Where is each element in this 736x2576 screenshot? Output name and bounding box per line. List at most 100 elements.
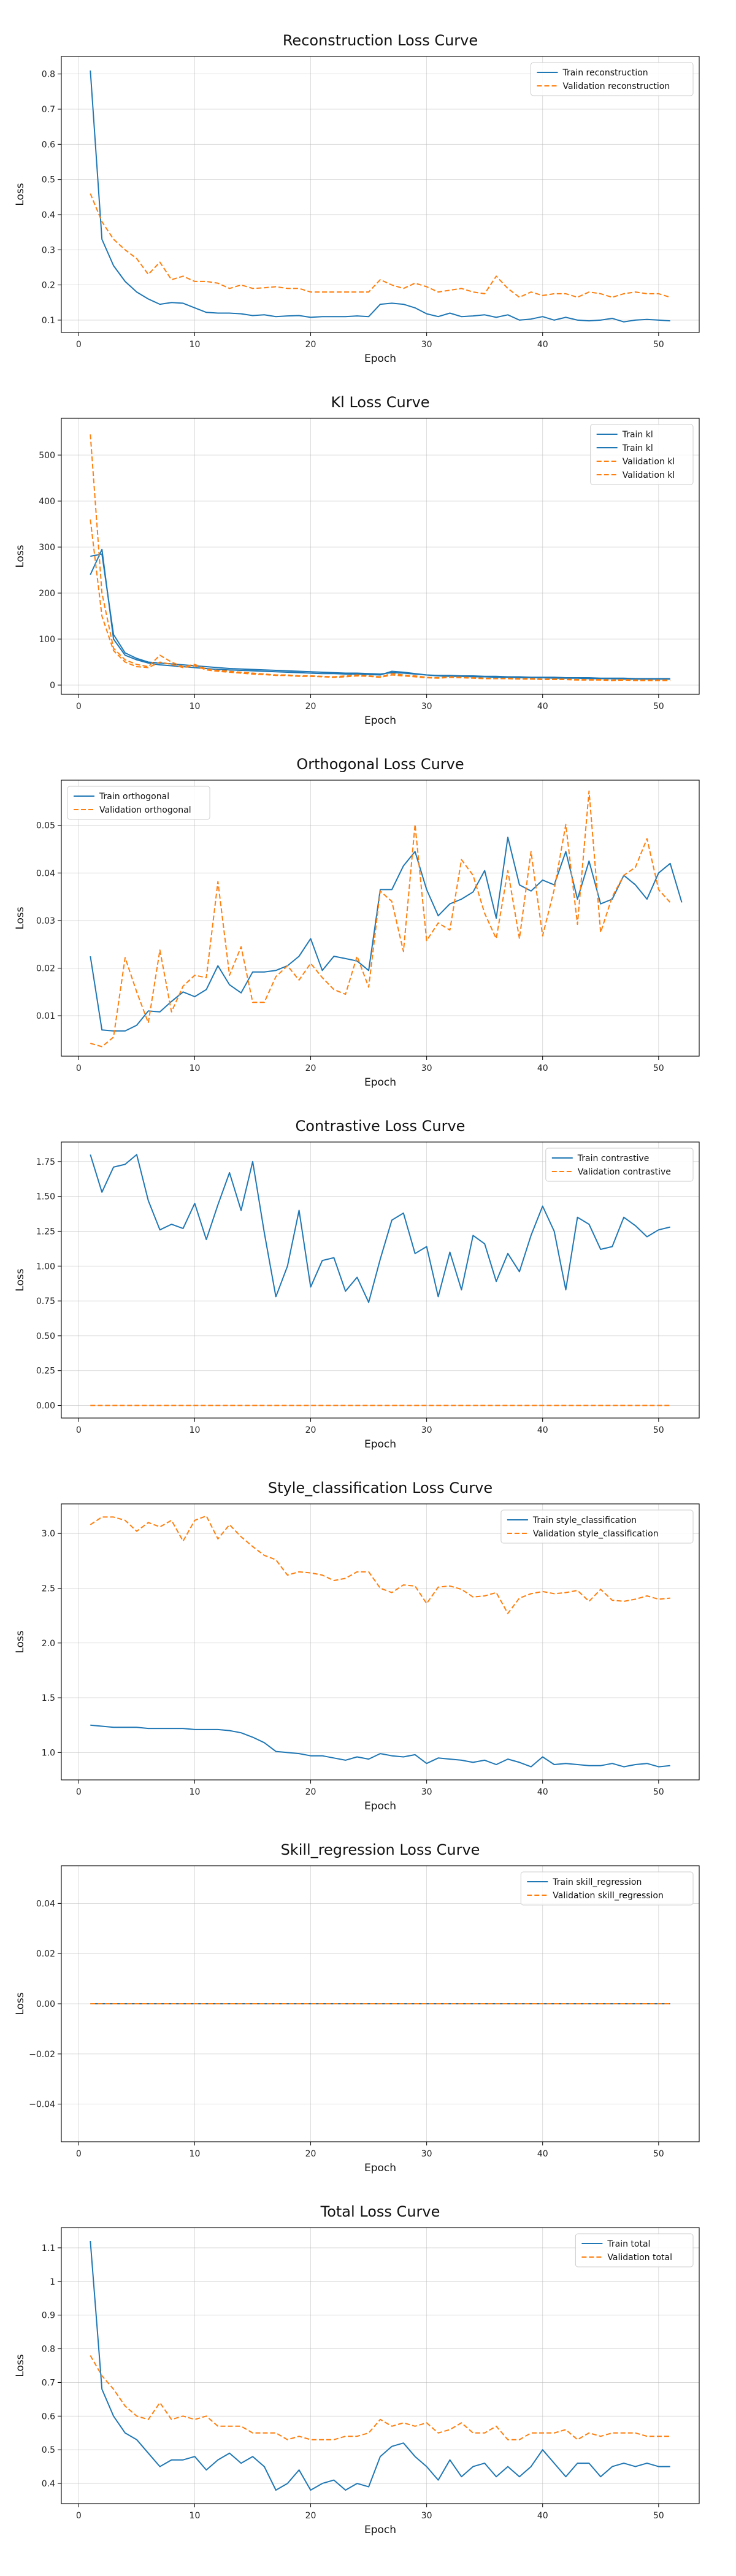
x-tick-label: 20 [305,1425,316,1435]
y-tick-label: 0.02 [36,1949,55,1959]
x-tick-label: 40 [537,1425,548,1435]
y-tick-label: 0.03 [36,916,55,926]
x-tick-label: 50 [653,1787,664,1797]
chart-title: Total Loss Curve [320,2203,440,2220]
x-tick-label: 0 [76,1064,82,1073]
y-tick-label: 0.2 [42,281,55,291]
chart-title: Kl Loss Curve [331,394,429,411]
legend-label: Train kl [622,430,653,440]
y-tick-label: 0.5 [42,2445,55,2455]
x-tick-label: 30 [421,1425,432,1435]
y-tick-label: 0.01 [36,1011,55,1021]
x-tick-label: 40 [537,340,548,350]
legend: Train style_classification Validation sty… [500,1509,694,1544]
chart-title: Contrastive Loss Curve [296,1117,466,1135]
y-tick-label: 0.04 [36,1899,55,1909]
legend-label: Train reconstruction [562,68,648,78]
series-line [90,790,671,1048]
plot-frame [61,2227,700,2504]
y-tick-label: 100 [39,635,55,645]
y-tick-label: 0.8 [42,70,55,80]
y-tick-label: 0.04 [36,868,55,878]
y-tick-label: 1 [50,2277,55,2287]
y-tick-label: 0 [50,681,55,691]
y-tick-label: 0.3 [42,245,55,255]
legend-box [500,1509,694,1544]
legend-label: Train total [607,2239,650,2249]
legend-label: Train skill_regression [552,1877,642,1887]
y-tick-label: 0.8 [42,2345,55,2355]
y-tick-label: 2.0 [42,1639,55,1649]
y-axis-label: Loss [14,1992,26,2015]
x-axis-label: Epoch [364,1800,396,1812]
legend-label: Validation orthogonal [99,805,191,815]
x-tick-label: 40 [537,2511,548,2521]
x-tick-label: 30 [421,2511,432,2521]
legend: Train reconstruction Validation reconstru… [531,62,694,96]
y-tick-label: −0.02 [29,2050,55,2060]
legend-box [531,62,694,96]
legend-box [575,2233,694,2267]
x-tick-label: 20 [305,2511,316,2521]
y-axis-label: Loss [14,183,26,205]
x-tick-label: 0 [76,340,82,350]
legend-label: Validation contrastive [578,1167,671,1177]
chart-title: Reconstruction Loss Curve [283,32,478,49]
x-tick-label: 40 [537,1064,548,1073]
y-tick-label: 0.1 [42,316,55,326]
y-tick-label: 0.4 [42,210,55,220]
x-tick-label: 0 [76,2149,82,2159]
legend-box [545,1148,694,1182]
legend-label: Validation reconstruction [563,82,670,91]
x-axis-label: Epoch [364,1438,396,1451]
x-tick-label: 30 [421,2149,432,2159]
series-line [90,434,670,681]
x-tick-label: 30 [421,702,432,711]
x-tick-label: 50 [653,1425,664,1435]
series-line [90,548,670,680]
legend-label: Validation total [607,2253,672,2263]
x-tick-label: 10 [190,1787,201,1797]
y-tick-label: 0.7 [42,2378,55,2388]
x-tick-label: 20 [305,1064,316,1073]
y-tick-label: 1.00 [36,1262,55,1271]
legend-box [520,1871,694,1906]
chart-title: Skill_regression Loss Curve [281,1841,480,1858]
y-tick-label: 0.5 [42,175,55,185]
y-tick-label: 2.5 [42,1584,55,1594]
series-line [90,193,670,298]
y-axis-label: Loss [14,2354,26,2377]
y-tick-label: 0.4 [42,2479,55,2489]
series-line [90,553,670,680]
chart-panel: Reconstruction Loss Curve 0 10 20 30 40 50 0.1 0… [14,32,700,365]
y-tick-label: 0.25 [36,1367,55,1376]
y-tick-label: 0.50 [36,1332,55,1341]
chart-panel: Total Loss Curve 0 10 20 30 40 50 0.4 0.5 0.6 0.7 0… [14,2203,700,2536]
chart-panel: Orthogonal Loss Curve 0 10 20 30 40 50 0.01 0.02… [14,756,700,1089]
x-tick-label: 10 [190,340,201,350]
x-tick-label: 10 [190,702,201,711]
y-tick-label: 0.6 [42,2412,55,2421]
series-line [90,837,683,1032]
x-tick-label: 50 [653,2511,664,2521]
y-tick-label: 400 [39,497,55,507]
y-tick-label: 0.00 [36,1999,55,2009]
series-line [90,70,670,323]
plot-frame [61,780,700,1057]
x-tick-label: 20 [305,340,316,350]
x-tick-label: 10 [190,2149,201,2159]
y-tick-label: 1.75 [36,1157,55,1167]
plot-frame [61,1141,700,1419]
legend-label: Train orthogonal [99,792,169,802]
x-tick-label: 50 [653,340,664,350]
x-tick-label: 20 [305,702,316,711]
plot-frame [61,1503,700,1781]
x-axis-label: Epoch [364,1076,396,1089]
x-tick-label: 30 [421,1787,432,1797]
legend-label: Train contrastive [577,1154,650,1163]
x-tick-label: 10 [190,1064,201,1073]
y-axis-label: Loss [14,545,26,567]
x-tick-label: 20 [305,2149,316,2159]
x-tick-label: 10 [190,1425,201,1435]
